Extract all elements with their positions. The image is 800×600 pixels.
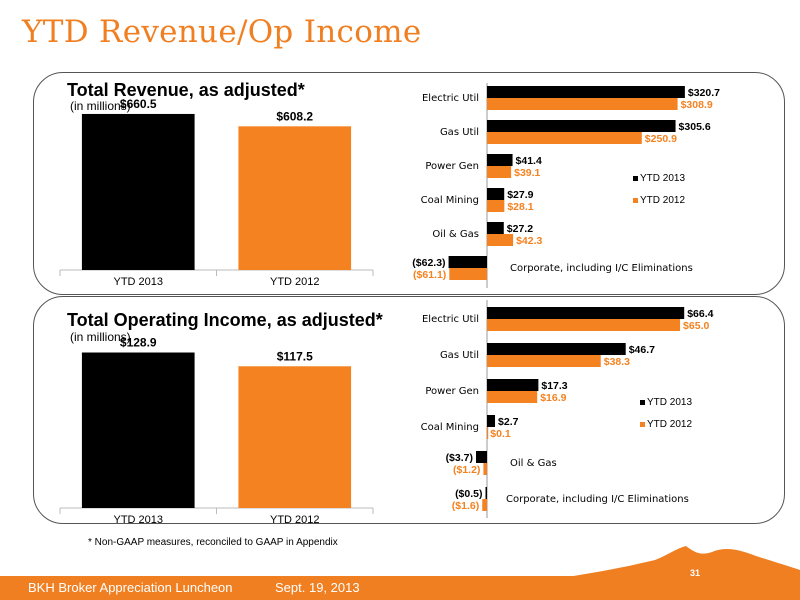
segment-revenue-data-label: $28.1: [507, 201, 533, 213]
segment-revenue-data-label: $308.9: [681, 99, 713, 111]
segment-opincome-category-label: Electric Util: [422, 314, 479, 325]
footer-bar: [0, 576, 800, 600]
revenue-category-label: YTD 2013: [113, 276, 163, 288]
segment-opincome-bar: [487, 427, 489, 439]
segment-revenue-bar: [487, 132, 642, 144]
segment-revenue-legend-swatch: [633, 176, 638, 181]
page-number: 31: [690, 568, 701, 578]
revenue-category-label: YTD 2012: [270, 276, 320, 288]
segment-revenue-bar: [487, 234, 514, 246]
segment-opincome-legend-label: YTD 2012: [647, 419, 692, 430]
segment-opincome-data-label: $0.1: [490, 428, 511, 440]
segment-revenue-legend-label: YTD 2012: [640, 195, 685, 206]
opincome-chart-title: Total Operating Income, as adjusted*: [67, 310, 383, 330]
segment-opincome-legend-swatch: [640, 422, 645, 427]
segment-opincome-data-label: $38.3: [604, 356, 630, 368]
segment-opincome-bar: [487, 343, 626, 355]
segment-opincome-bar: [487, 415, 496, 427]
segment-revenue-data-label: $42.3: [516, 235, 542, 247]
segment-revenue-bar: [487, 86, 685, 98]
segment-revenue-data-label: $27.2: [507, 223, 533, 235]
segment-opincome-data-label: ($1.2): [453, 464, 480, 476]
revenue-bar: [238, 126, 352, 271]
segment-revenue-data-label: ($62.3): [412, 257, 445, 269]
segment-opincome-legend-swatch: [640, 400, 645, 405]
segment-revenue-bar: [487, 98, 678, 110]
segment-opincome-data-label: ($3.7): [446, 452, 473, 464]
segment-opincome-category-label: Gas Util: [440, 350, 479, 361]
footnote: * Non-GAAP measures, reconciled to GAAP …: [88, 537, 338, 548]
segment-opincome-data-label: ($0.5): [455, 488, 482, 500]
segment-opincome-bar: [476, 451, 487, 463]
segment-opincome-category-label: Oil & Gas: [510, 458, 557, 469]
revenue-data-label: $608.2: [276, 109, 313, 123]
segment-revenue-bar: [449, 268, 487, 280]
segment-opincome-bar: [485, 487, 487, 499]
segment-revenue-data-label: $39.1: [514, 167, 540, 179]
segment-revenue-category-label: Oil & Gas: [432, 229, 479, 240]
revenue-chart-title: Total Revenue, as adjusted*: [67, 80, 305, 100]
footer-date: Sept. 19, 2013: [275, 580, 360, 595]
segment-opincome-category-label: Power Gen: [425, 386, 479, 397]
segment-opincome-bar: [482, 499, 487, 511]
segment-opincome-legend-label: YTD 2013: [647, 397, 692, 408]
segment-opincome-data-label: $46.7: [629, 344, 655, 356]
segment-revenue-bar: [448, 256, 487, 268]
revenue-bar: [81, 113, 195, 270]
revenue-chart-subtitle: (in millions): [70, 99, 131, 113]
segment-revenue-bar: [487, 222, 504, 234]
segment-opincome-bar: [487, 379, 539, 391]
segment-revenue-bar: [487, 154, 513, 166]
segment-revenue-bar: [487, 200, 505, 212]
segment-revenue-data-label: $250.9: [645, 133, 677, 145]
opincome-bar: [238, 366, 352, 508]
segment-opincome-bar: [483, 463, 487, 475]
segment-opincome-data-label: $66.4: [687, 308, 713, 320]
segment-opincome-bar: [487, 355, 601, 367]
opincome-bar: [81, 352, 195, 508]
slide-title: YTD Revenue/Op Income: [22, 14, 422, 50]
segment-opincome-data-label: $16.9: [540, 392, 566, 404]
segment-revenue-bar: [487, 188, 505, 200]
segment-revenue-data-label: $41.4: [516, 155, 542, 167]
segment-revenue-category-label: Corporate, including I/C Eliminations: [510, 263, 693, 274]
segment-opincome-data-label: $65.0: [683, 320, 709, 332]
segment-opincome-category-label: Corporate, including I/C Eliminations: [506, 494, 689, 505]
segment-revenue-data-label: ($61.1): [413, 269, 446, 281]
opincome-data-label: $117.5: [277, 349, 313, 363]
segment-revenue-category-label: Electric Util: [422, 93, 479, 104]
segment-opincome-data-label: $2.7: [498, 416, 519, 428]
segment-revenue-data-label: $27.9: [507, 189, 533, 201]
segment-opincome-category-label: Coal Mining: [421, 422, 479, 433]
segment-revenue-data-label: $320.7: [688, 87, 720, 99]
segment-revenue-legend-swatch: [633, 198, 638, 203]
segment-revenue-category-label: Coal Mining: [421, 195, 479, 206]
opincome-data-label: $128.9: [120, 336, 157, 350]
segment-opincome-data-label: $17.3: [541, 380, 567, 392]
segment-opincome-data-label: ($1.6): [452, 500, 479, 512]
segment-revenue-category-label: Gas Util: [440, 127, 479, 138]
revenue-data-label: $660.5: [120, 97, 157, 111]
segment-revenue-data-label: $305.6: [679, 121, 711, 133]
segment-opincome-bar: [487, 391, 538, 403]
segment-revenue-category-label: Power Gen: [425, 161, 479, 172]
segment-revenue-legend-label: YTD 2013: [640, 173, 685, 184]
segment-opincome-bar: [487, 307, 685, 319]
segment-revenue-bar: [487, 166, 512, 178]
segment-opincome-bar: [487, 319, 681, 331]
opincome-category-label: YTD 2012: [270, 514, 320, 526]
opincome-category-label: YTD 2013: [113, 514, 163, 526]
segment-revenue-bar: [487, 120, 676, 132]
footer-event-label: BKH Broker Appreciation Luncheon: [28, 580, 233, 595]
opincome-chart-subtitle: (in millions): [70, 330, 131, 344]
